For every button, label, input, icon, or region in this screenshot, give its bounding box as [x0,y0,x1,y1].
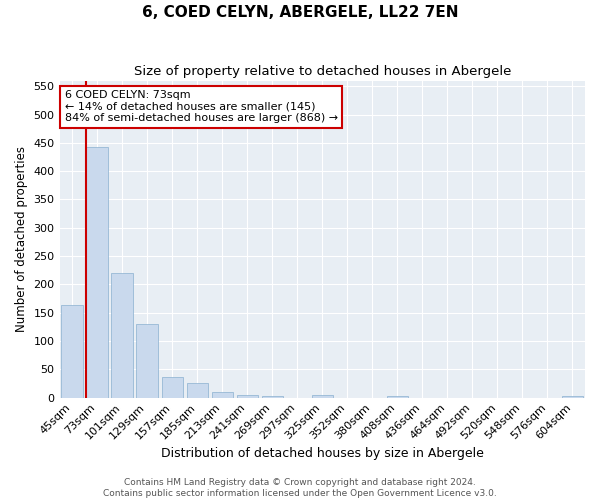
Y-axis label: Number of detached properties: Number of detached properties [15,146,28,332]
Bar [136,324,158,398]
Bar [212,392,233,398]
Bar [387,396,408,398]
Bar [61,306,83,398]
Bar [112,273,133,398]
Title: Size of property relative to detached houses in Abergele: Size of property relative to detached ho… [134,65,511,78]
Bar [311,395,333,398]
X-axis label: Distribution of detached houses by size in Abergele: Distribution of detached houses by size … [161,447,484,460]
Bar [86,147,108,398]
Text: 6 COED CELYN: 73sqm
← 14% of detached houses are smaller (145)
84% of semi-detac: 6 COED CELYN: 73sqm ← 14% of detached ho… [65,90,338,124]
Bar [562,396,583,398]
Text: Contains HM Land Registry data © Crown copyright and database right 2024.
Contai: Contains HM Land Registry data © Crown c… [103,478,497,498]
Bar [161,376,183,398]
Text: 6, COED CELYN, ABERGELE, LL22 7EN: 6, COED CELYN, ABERGELE, LL22 7EN [142,5,458,20]
Bar [187,384,208,398]
Bar [236,395,258,398]
Bar [262,396,283,398]
